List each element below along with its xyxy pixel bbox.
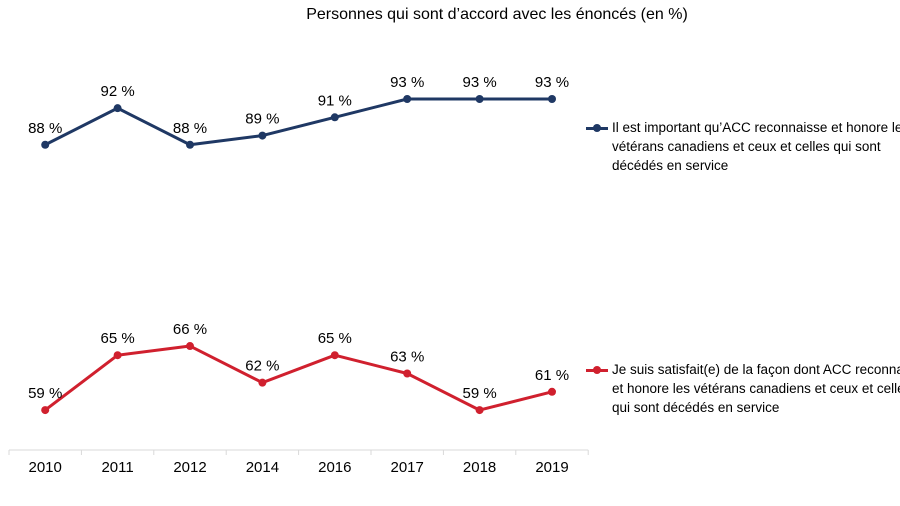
data-point [403, 95, 412, 103]
data-label: 88 % [173, 120, 207, 137]
data-point [330, 351, 339, 360]
x-tick-label: 2010 [29, 459, 62, 476]
data-label: 65 % [100, 330, 134, 347]
data-label: 93 % [390, 74, 424, 91]
data-label: 62 % [245, 358, 279, 375]
data-point [330, 113, 339, 122]
series-line-1 [44, 97, 552, 147]
data-point [475, 406, 484, 415]
data-label: 93 % [462, 74, 496, 91]
x-tick-label: 2017 [391, 459, 424, 476]
data-point [186, 140, 194, 149]
data-point [548, 387, 556, 396]
data-point [41, 140, 50, 149]
x-tick-label: 2014 [246, 459, 279, 476]
legend-item-satisfied: Je suis satisfait(e) de la façon dont AC… [586, 360, 900, 417]
data-label: 93 % [535, 74, 569, 91]
data-point [548, 95, 556, 103]
data-point [186, 342, 194, 351]
data-label: 92 % [100, 83, 134, 100]
data-label: 59 % [28, 385, 62, 402]
legend-item-important: Il est important qu’ACC reconnaisse et h… [586, 118, 900, 175]
x-tick-label: 2011 [101, 459, 133, 476]
data-point [475, 95, 484, 103]
legend-marker-icon [586, 366, 608, 374]
data-point [258, 378, 267, 387]
data-point [113, 351, 122, 360]
x-tick-label: 2019 [535, 459, 568, 476]
chart-title: Personnes qui sont d’accord avec les éno… [306, 6, 688, 23]
legend-label: Je suis satisfait(e) de la façon dont AC… [612, 362, 900, 415]
data-point [41, 406, 50, 415]
data-label: 65 % [318, 330, 352, 347]
data-label: 89 % [245, 111, 279, 128]
data-label: 63 % [390, 349, 424, 366]
legend-label: Il est important qu’ACC reconnaisse et h… [612, 120, 900, 173]
data-label: 88 % [28, 120, 62, 137]
x-tick-label: 2012 [173, 459, 206, 476]
series-line-2 [44, 344, 553, 412]
data-label: 61 % [535, 367, 569, 384]
data-point [258, 131, 267, 140]
data-point [113, 104, 122, 113]
x-tick-label: 2016 [318, 459, 351, 476]
data-point [403, 369, 412, 378]
data-label: 59 % [462, 385, 496, 402]
legend-marker-icon [586, 124, 608, 132]
data-label: 91 % [318, 92, 352, 109]
data-label: 66 % [173, 321, 207, 338]
x-tick-label: 2018 [463, 459, 496, 476]
